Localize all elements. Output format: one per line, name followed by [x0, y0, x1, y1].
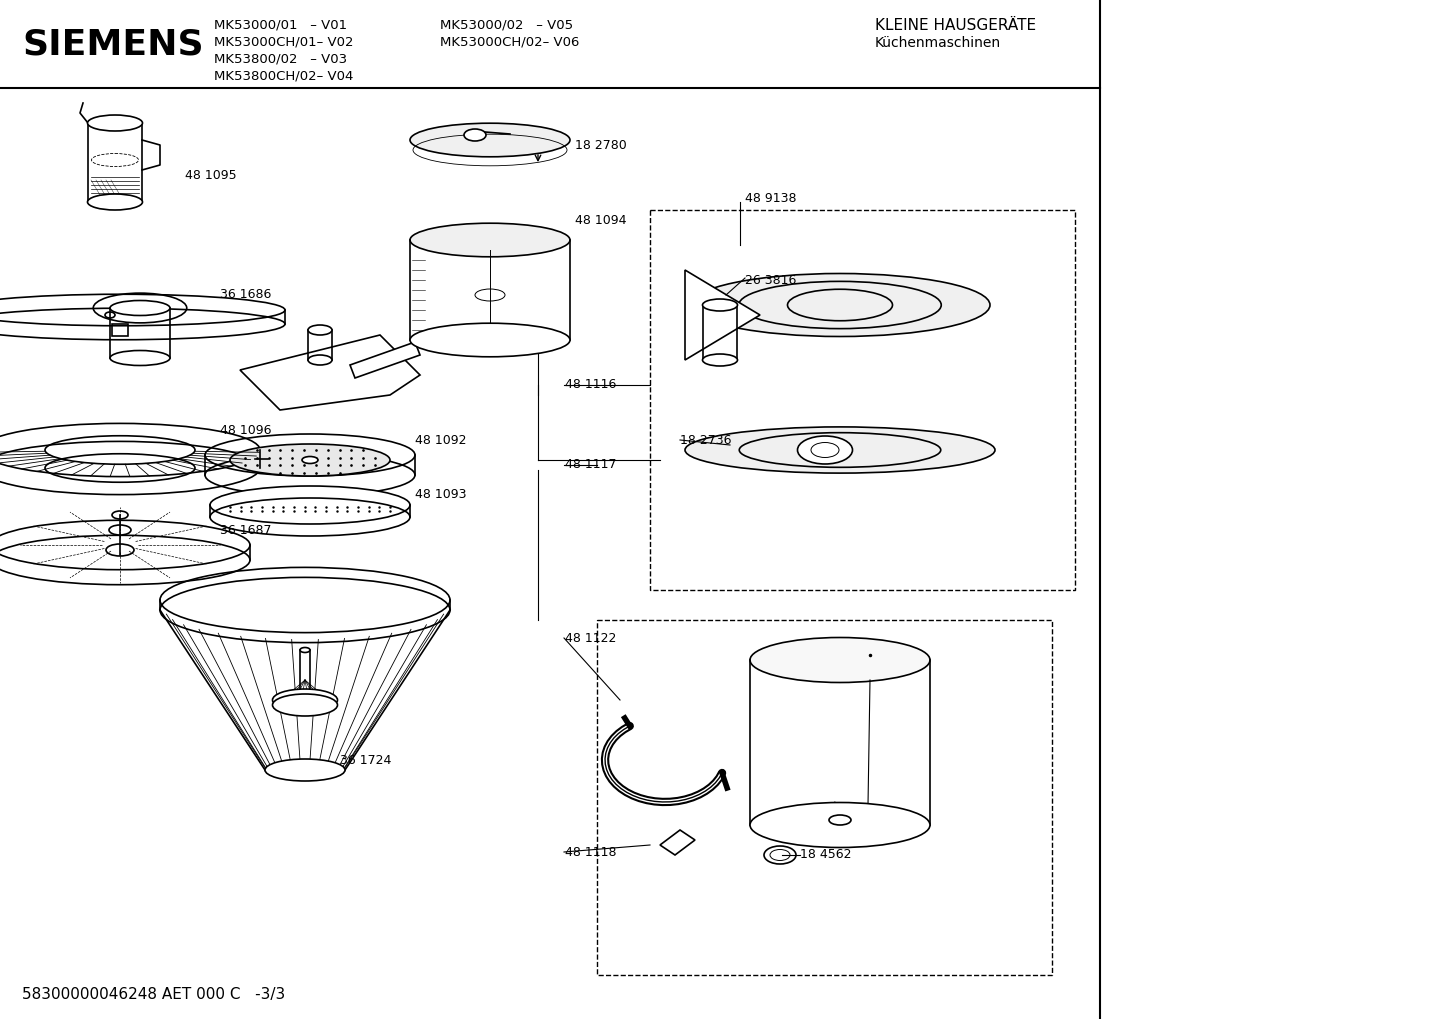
- Text: KLEINE HAUSGERÄTE: KLEINE HAUSGERÄTE: [875, 18, 1037, 33]
- Ellipse shape: [685, 427, 995, 473]
- Ellipse shape: [300, 647, 310, 652]
- Ellipse shape: [88, 194, 143, 210]
- Ellipse shape: [750, 638, 930, 683]
- Text: MK53800/02   – V03: MK53800/02 – V03: [213, 52, 348, 65]
- Text: 48 1094: 48 1094: [575, 214, 626, 226]
- Text: 36 1687: 36 1687: [221, 524, 271, 536]
- Text: 48 1117: 48 1117: [565, 459, 617, 472]
- Ellipse shape: [691, 273, 991, 336]
- Ellipse shape: [265, 759, 345, 781]
- Ellipse shape: [110, 301, 170, 316]
- Ellipse shape: [231, 444, 389, 476]
- Ellipse shape: [750, 803, 930, 848]
- Text: 18 2736: 18 2736: [681, 433, 731, 446]
- Text: MK53000/01   – V01: MK53000/01 – V01: [213, 18, 348, 31]
- Text: 18 4562: 18 4562: [800, 849, 851, 861]
- Ellipse shape: [410, 223, 570, 257]
- Ellipse shape: [301, 457, 319, 464]
- Ellipse shape: [211, 486, 410, 524]
- Ellipse shape: [112, 511, 128, 519]
- Ellipse shape: [309, 355, 332, 365]
- Text: 48 1096: 48 1096: [221, 424, 271, 436]
- Ellipse shape: [410, 123, 570, 157]
- Text: 48 1122: 48 1122: [565, 632, 616, 644]
- Text: 18 2780: 18 2780: [575, 139, 627, 152]
- Text: 48 1093: 48 1093: [415, 488, 467, 501]
- Text: Küchenmaschinen: Küchenmaschinen: [875, 36, 1001, 50]
- Polygon shape: [685, 270, 760, 360]
- Text: 36 1724: 36 1724: [340, 753, 391, 766]
- Ellipse shape: [829, 815, 851, 825]
- Text: 48 1118: 48 1118: [565, 846, 617, 858]
- Polygon shape: [660, 830, 695, 855]
- Bar: [597, 620, 1053, 975]
- Ellipse shape: [110, 351, 170, 366]
- Ellipse shape: [702, 299, 737, 311]
- Ellipse shape: [88, 115, 143, 131]
- Text: 26 3816: 26 3816: [746, 273, 796, 286]
- Ellipse shape: [110, 525, 131, 535]
- Ellipse shape: [764, 846, 796, 864]
- Ellipse shape: [702, 354, 737, 366]
- Text: MK53800CH/02– V04: MK53800CH/02– V04: [213, 69, 353, 82]
- Text: MK53000CH/01– V02: MK53000CH/01– V02: [213, 35, 353, 48]
- Text: 36 1686: 36 1686: [221, 288, 271, 302]
- Text: SIEMENS: SIEMENS: [22, 26, 203, 61]
- Polygon shape: [350, 342, 420, 378]
- Ellipse shape: [105, 312, 115, 318]
- Text: 48 9138: 48 9138: [746, 192, 796, 205]
- Ellipse shape: [464, 129, 486, 141]
- Ellipse shape: [797, 436, 852, 464]
- Ellipse shape: [107, 544, 134, 556]
- Text: 48 1092: 48 1092: [415, 433, 467, 446]
- Ellipse shape: [273, 689, 337, 711]
- Text: 48 1116: 48 1116: [565, 378, 616, 391]
- Text: 58300000046248 AET 000 C   -3/3: 58300000046248 AET 000 C -3/3: [22, 987, 286, 1003]
- Text: MK53000CH/02– V06: MK53000CH/02– V06: [440, 35, 580, 48]
- Ellipse shape: [273, 694, 337, 716]
- Bar: [650, 210, 1074, 590]
- Text: 48 1091: 48 1091: [415, 338, 467, 352]
- Ellipse shape: [309, 325, 332, 335]
- Text: 48 1095: 48 1095: [185, 168, 236, 181]
- Text: MK53000/02   – V05: MK53000/02 – V05: [440, 18, 572, 31]
- Polygon shape: [239, 335, 420, 410]
- Ellipse shape: [410, 323, 570, 357]
